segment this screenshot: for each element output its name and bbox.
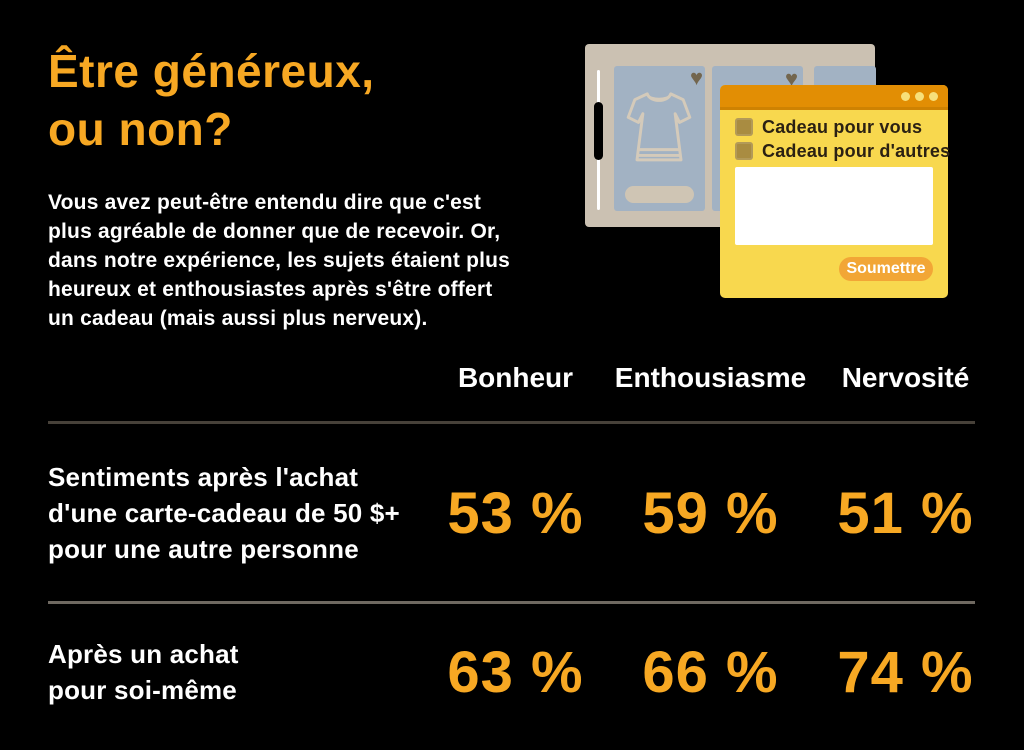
checkbox-icon (735, 118, 753, 136)
row-label-line: Sentiments après l'achat (48, 462, 359, 492)
tablet-side-button (594, 102, 603, 160)
gift-popup-window: Cadeau pour vous Cadeau pour d'autres So… (720, 85, 951, 298)
row-label: Sentiments après l'achat d'une carte-cad… (48, 459, 418, 567)
paragraph-line: un cadeau (mais aussi plus nerveux). (48, 307, 428, 330)
gift-option-label: Cadeau pour d'autres (762, 140, 951, 161)
value-enthousiasme: 66 % (642, 639, 779, 705)
tshirt-icon (626, 92, 692, 162)
product-card-button (625, 186, 694, 203)
window-control-dots-icon (901, 92, 938, 101)
value-bonheur: 53 % (447, 480, 584, 546)
gift-option-row: Cadeau pour vous (735, 116, 950, 137)
gift-options: Cadeau pour vous Cadeau pour d'autres (735, 116, 951, 166)
paragraph-line: heureux et enthousiastes après s'être of… (48, 278, 493, 301)
table-row: Après un achat pour soi-même 63 % 66 % 7… (48, 622, 1003, 722)
value-nervosite: 51 % (837, 480, 974, 546)
value-bonheur: 63 % (447, 639, 584, 705)
gift-shop-illustration: ♥ ♥ (583, 40, 963, 305)
row-divider (48, 421, 975, 424)
popup-title-bar (720, 85, 948, 110)
window-dot-icon (929, 92, 938, 101)
gift-option-label: Cadeau pour vous (762, 116, 923, 137)
heart-icon: ♥ (689, 65, 703, 90)
page-title: Être généreux, ou non? (48, 42, 375, 158)
value-enthousiasme: 59 % (642, 480, 779, 546)
paragraph-line: Vous avez peut-être entendu dire que c'e… (48, 191, 482, 214)
window-dot-icon (915, 92, 924, 101)
row-divider (48, 601, 975, 604)
window-dot-icon (901, 92, 910, 101)
page-title-line-1: Être généreux, (48, 45, 375, 97)
paragraph-line: plus agréable de donner que de recevoir.… (48, 220, 501, 243)
table-header-row: Bonheur Enthousiasme Nervosité (48, 360, 1003, 396)
heart-icon: ♥ (784, 66, 798, 91)
intro-paragraph: Vous avez peut-être entendu dire que c'e… (48, 188, 510, 333)
product-card: ♥ (614, 66, 705, 211)
row-label-line: Après un achat (48, 639, 239, 669)
value-nervosite: 74 % (837, 639, 974, 705)
popup-text-area (735, 167, 933, 245)
page-title-line-2: ou non? (48, 103, 233, 155)
gift-option-row: Cadeau pour d'autres (735, 140, 951, 161)
row-label-line: d'une carte-cadeau de 50 $+ (48, 498, 400, 528)
row-label: Après un achat pour soi-même (48, 636, 418, 708)
row-label-line: pour soi-même (48, 675, 237, 705)
column-header-nervosite: Nervosité (841, 362, 970, 393)
column-header-bonheur: Bonheur (457, 362, 574, 393)
submit-button: Soumettre (839, 257, 933, 281)
column-header-enthousiasme: Enthousiasme (614, 362, 807, 393)
row-label-line: pour une autre personne (48, 534, 359, 564)
paragraph-line: dans notre expérience, les sujets étaien… (48, 249, 511, 272)
table-row: Sentiments après l'achat d'une carte-cad… (48, 448, 1003, 578)
checkbox-icon (735, 142, 753, 160)
